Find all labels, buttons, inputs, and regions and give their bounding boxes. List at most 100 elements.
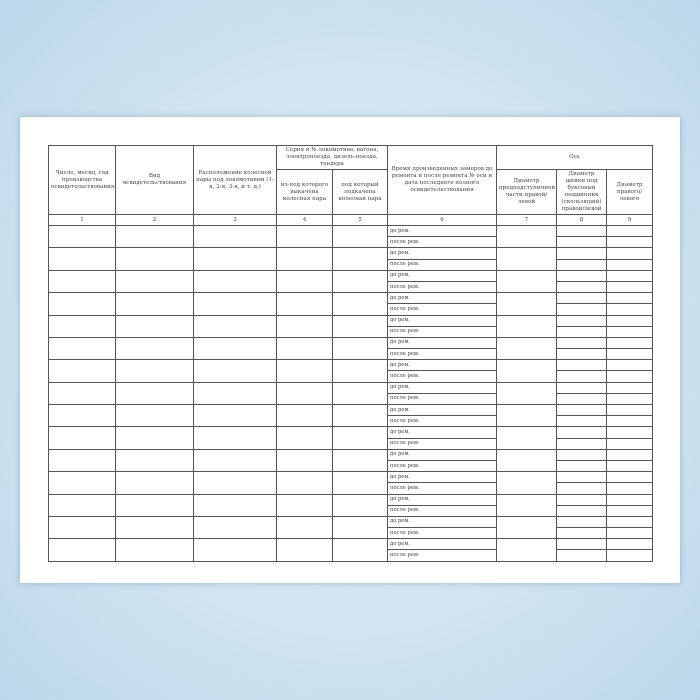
diam-journal-cell[interactable] [556,280,608,294]
type-cell[interactable] [115,336,194,361]
diam-journal-cell[interactable] [556,359,608,372]
diam-wheel-cell[interactable] [606,426,654,439]
diam-hub-cell[interactable] [496,493,558,517]
to-cell[interactable] [331,448,389,473]
diam-journal-cell[interactable] [556,504,608,517]
type-cell[interactable] [115,314,194,338]
diam-journal-cell[interactable] [556,292,608,305]
diam-wheel-cell[interactable] [606,258,654,271]
position-cell[interactable] [193,269,277,294]
diam-wheel-cell[interactable] [606,538,654,551]
date-cell[interactable] [48,292,116,316]
diam-journal-cell[interactable] [556,403,608,417]
diam-wheel-cell[interactable] [606,415,654,428]
position-cell[interactable] [193,292,277,316]
type-cell[interactable] [115,247,194,271]
diam-journal-cell[interactable] [556,236,608,249]
to-cell[interactable] [331,292,389,316]
diam-journal-cell[interactable] [556,415,608,428]
date-cell[interactable] [48,515,116,540]
diam-wheel-cell[interactable] [606,359,654,372]
from-cell[interactable] [276,269,333,294]
date-cell[interactable] [48,269,116,294]
diam-wheel-cell[interactable] [606,515,654,529]
to-cell[interactable] [331,247,389,271]
from-cell[interactable] [276,426,333,450]
diam-hub-cell[interactable] [496,269,558,294]
diam-hub-cell[interactable] [496,515,558,540]
position-cell[interactable] [193,426,277,450]
diam-journal-cell[interactable] [556,325,608,338]
from-cell[interactable] [276,448,333,473]
diam-journal-cell[interactable] [556,269,608,282]
diam-hub-cell[interactable] [496,359,558,383]
diam-wheel-cell[interactable] [606,269,654,282]
type-cell[interactable] [115,269,194,294]
diam-hub-cell[interactable] [496,381,558,406]
position-cell[interactable] [193,493,277,517]
date-cell[interactable] [48,538,116,562]
from-cell[interactable] [276,403,333,428]
from-cell[interactable] [276,336,333,361]
diam-journal-cell[interactable] [556,515,608,529]
from-cell[interactable] [276,359,333,383]
from-cell[interactable] [276,515,333,540]
diam-wheel-cell[interactable] [606,381,654,394]
diam-journal-cell[interactable] [556,482,608,495]
diam-hub-cell[interactable] [496,448,558,473]
to-cell[interactable] [331,269,389,294]
date-cell[interactable] [48,314,116,338]
diam-journal-cell[interactable] [556,381,608,394]
position-cell[interactable] [193,538,277,562]
position-cell[interactable] [193,247,277,271]
diam-hub-cell[interactable] [496,426,558,450]
type-cell[interactable] [115,448,194,473]
diam-wheel-cell[interactable] [606,224,654,238]
type-cell[interactable] [115,471,194,495]
to-cell[interactable] [331,381,389,406]
diam-journal-cell[interactable] [556,303,608,316]
diam-wheel-cell[interactable] [606,403,654,417]
date-cell[interactable] [48,471,116,495]
from-cell[interactable] [276,314,333,338]
date-cell[interactable] [48,426,116,450]
to-cell[interactable] [331,359,389,383]
diam-journal-cell[interactable] [556,471,608,484]
diam-hub-cell[interactable] [496,292,558,316]
diam-journal-cell[interactable] [556,224,608,238]
diam-journal-cell[interactable] [556,426,608,439]
to-cell[interactable] [331,314,389,338]
from-cell[interactable] [276,381,333,406]
date-cell[interactable] [48,247,116,271]
diam-hub-cell[interactable] [496,247,558,271]
to-cell[interactable] [331,403,389,428]
type-cell[interactable] [115,381,194,406]
to-cell[interactable] [331,426,389,450]
diam-hub-cell[interactable] [496,403,558,428]
diam-journal-cell[interactable] [556,437,608,450]
position-cell[interactable] [193,224,277,249]
diam-wheel-cell[interactable] [606,247,654,260]
diam-journal-cell[interactable] [556,336,608,350]
to-cell[interactable] [331,471,389,495]
type-cell[interactable] [115,224,194,249]
diam-journal-cell[interactable] [556,258,608,271]
from-cell[interactable] [276,247,333,271]
date-cell[interactable] [48,448,116,473]
position-cell[interactable] [193,314,277,338]
diam-journal-cell[interactable] [556,538,608,551]
diam-hub-cell[interactable] [496,336,558,361]
from-cell[interactable] [276,493,333,517]
diam-wheel-cell[interactable] [606,448,654,461]
diam-wheel-cell[interactable] [606,471,654,484]
diam-journal-cell[interactable] [556,348,608,361]
diam-wheel-cell[interactable] [606,336,654,350]
diam-journal-cell[interactable] [556,459,608,473]
date-cell[interactable] [48,493,116,517]
type-cell[interactable] [115,515,194,540]
diam-hub-cell[interactable] [496,538,558,562]
diam-wheel-cell[interactable] [606,348,654,361]
position-cell[interactable] [193,381,277,406]
diam-wheel-cell[interactable] [606,392,654,406]
diam-journal-cell[interactable] [556,314,608,327]
